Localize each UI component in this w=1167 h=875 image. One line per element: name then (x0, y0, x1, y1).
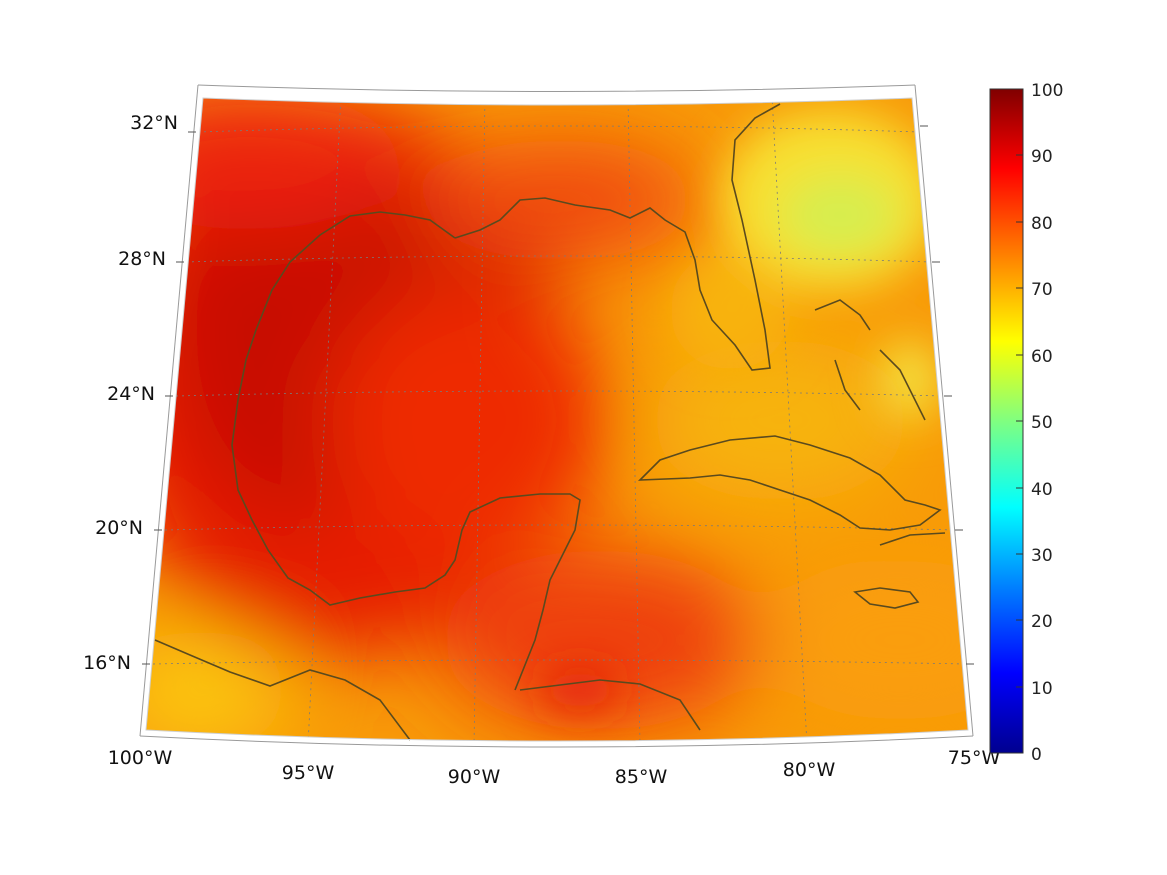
hispaniola (879, 532, 946, 546)
gulf-coast-north (454, 103, 781, 371)
colorbar-label-70: 70 (1031, 280, 1053, 300)
colorbar-label-60: 60 (1031, 347, 1053, 367)
colorbar-label-30: 30 (1031, 546, 1053, 566)
colorbar-label-10: 10 (1031, 679, 1053, 699)
gulf-coast-us-mexico (231, 211, 581, 691)
lon-labels: 100°W 95°W 90°W 85°W 80°W 75°W (108, 747, 1001, 788)
lon-label-95: 95°W (282, 762, 335, 784)
colorbar-label-20: 20 (1031, 612, 1053, 632)
lat-label-32: 32°N (130, 112, 178, 134)
lat-label-20: 20°N (95, 517, 143, 539)
colorbar-ticks (1016, 154, 1023, 688)
colorbar-label-100: 100 (1031, 81, 1063, 101)
lat-label-16: 16°N (83, 652, 131, 674)
lat-labels: 32°N 28°N 24°N 20°N 16°N (83, 112, 178, 674)
jamaica (853, 587, 920, 609)
cuba (637, 435, 942, 531)
lon-label-100: 100°W (108, 747, 173, 769)
data-field (146, 98, 968, 741)
lon-label-75: 75°W (948, 747, 1001, 769)
lon-label-80: 80°W (783, 759, 836, 781)
lat-label-28: 28°N (118, 248, 166, 270)
honduras-coast (519, 679, 701, 731)
colorbar-label-90: 90 (1031, 147, 1053, 167)
lon-label-90: 90°W (448, 766, 501, 788)
map-frame (139, 84, 974, 748)
colorbar: 100 90 80 70 60 50 40 30 20 10 0 (989, 81, 1063, 765)
bahamas (814, 299, 926, 421)
lon-label-85: 85°W (615, 766, 668, 788)
frame-ticks (142, 125, 974, 665)
colorbar-label-50: 50 (1031, 413, 1053, 433)
lat-label-24: 24°N (107, 383, 155, 405)
colorbar-label-40: 40 (1031, 480, 1053, 500)
graticule (152, 98, 967, 741)
colorbar-label-0: 0 (1031, 745, 1042, 765)
coastlines (154, 103, 946, 741)
central-america-coast (154, 639, 411, 741)
colorbar-label-80: 80 (1031, 214, 1053, 234)
